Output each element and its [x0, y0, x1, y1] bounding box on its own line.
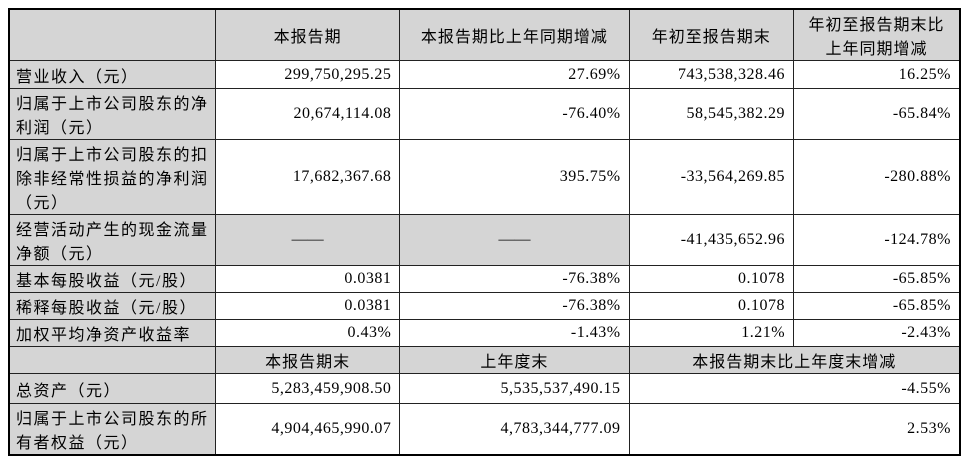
header-ytd: 年初至报告期末 [628, 8, 795, 61]
cell-value: 299,750,295.25 [214, 60, 401, 89]
cell-value: 27.69% [399, 60, 630, 89]
row-label: 经营活动产生的现金流量净额（元） [8, 214, 216, 266]
cell-value: 16.25% [793, 60, 961, 89]
table-header-row-period: 本报告期 本报告期比上年同期增减 年初至报告期末 年初至报告期末比上年同期增减 [8, 8, 961, 61]
cell-value-na: —— [399, 214, 630, 266]
cell-value: -2.43% [793, 319, 961, 347]
cell-value: -76.38% [399, 292, 630, 320]
cell-value: 0.43% [214, 319, 401, 347]
table-row-weighted-avg-roe: 加权平均净资产收益率 0.43% -1.43% 1.21% -2.43% [8, 319, 961, 347]
row-label: 总资产（元） [8, 373, 216, 404]
header-yoy-change: 本报告期比上年同期增减 [399, 8, 630, 61]
cell-value: 4,783,344,777.09 [399, 403, 630, 456]
cell-value: -124.78% [793, 214, 961, 266]
header-blank-cell [8, 346, 216, 374]
header-current-period: 本报告期 [214, 8, 401, 61]
cell-value: 58,545,382.29 [628, 88, 795, 140]
cell-value: 395.75% [399, 139, 630, 215]
cell-value: -4.55% [628, 373, 961, 404]
cell-value: 5,283,459,908.50 [214, 373, 401, 404]
cell-value: -76.38% [399, 265, 630, 293]
cell-value: 5,535,537,490.15 [399, 373, 630, 404]
table-row-operating-cash-flow: 经营活动产生的现金流量净额（元） —— —— -41,435,652.96 -1… [8, 214, 961, 266]
row-label: 归属于上市公司股东的净利润（元） [8, 88, 216, 140]
cell-value: 4,904,465,990.07 [214, 403, 401, 456]
cell-value: -65.85% [793, 265, 961, 293]
row-label: 加权平均净资产收益率 [8, 319, 216, 347]
cell-value: 20,674,114.08 [214, 88, 401, 140]
cell-value: -76.40% [399, 88, 630, 140]
header-blank-cell [8, 8, 216, 61]
cell-value-na: —— [214, 214, 401, 266]
table-row-diluted-eps: 稀释每股收益（元/股） 0.0381 -76.38% 0.1078 -65.85… [8, 292, 961, 320]
cell-value: -41,435,652.96 [628, 214, 795, 266]
cell-value: 0.0381 [214, 292, 401, 320]
cell-value: 0.1078 [628, 292, 795, 320]
cell-value: 1.21% [628, 319, 795, 347]
row-label: 稀释每股收益（元/股） [8, 292, 216, 320]
table-row-basic-eps: 基本每股收益（元/股） 0.0381 -76.38% 0.1078 -65.85… [8, 265, 961, 293]
cell-value: 17,682,367.68 [214, 139, 401, 215]
header-period-end: 本报告期末 [214, 346, 401, 374]
cell-value: -65.85% [793, 292, 961, 320]
cell-value: -33,564,269.85 [628, 139, 795, 215]
table-row-net-profit-excl-nonrecurring: 归属于上市公司股东的扣除非经常性损益的净利润（元） 17,682,367.68 … [8, 139, 961, 215]
key-accounting-data-table: 本报告期 本报告期比上年同期增减 年初至报告期末 年初至报告期末比上年同期增减 … [8, 8, 961, 456]
header-change-vs-prior-year-end: 本报告期末比上年度末增减 [628, 346, 961, 374]
table-header-row-period-end: 本报告期末 上年度末 本报告期末比上年度末增减 [8, 346, 961, 374]
cell-value: 0.0381 [214, 265, 401, 293]
table-row-equity-attributable: 归属于上市公司股东的所有者权益（元） 4,904,465,990.07 4,78… [8, 403, 961, 456]
header-prior-year-end: 上年度末 [399, 346, 630, 374]
cell-value: 2.53% [628, 403, 961, 456]
row-label: 基本每股收益（元/股） [8, 265, 216, 293]
table-row-revenue: 营业收入（元） 299,750,295.25 27.69% 743,538,32… [8, 60, 961, 89]
cell-value: 743,538,328.46 [628, 60, 795, 89]
table-row-net-profit: 归属于上市公司股东的净利润（元） 20,674,114.08 -76.40% 5… [8, 88, 961, 140]
row-label: 归属于上市公司股东的所有者权益（元） [8, 403, 216, 456]
cell-value: 0.1078 [628, 265, 795, 293]
financial-summary-table: 本报告期 本报告期比上年同期增减 年初至报告期末 年初至报告期末比上年同期增减 … [8, 8, 961, 456]
row-label: 归属于上市公司股东的扣除非经常性损益的净利润（元） [8, 139, 216, 215]
cell-value: -1.43% [399, 319, 630, 347]
header-ytd-yoy-change: 年初至报告期末比上年同期增减 [793, 8, 961, 61]
table-row-total-assets: 总资产（元） 5,283,459,908.50 5,535,537,490.15… [8, 373, 961, 404]
cell-value: -280.88% [793, 139, 961, 215]
row-label: 营业收入（元） [8, 60, 216, 89]
cell-value: -65.84% [793, 88, 961, 140]
